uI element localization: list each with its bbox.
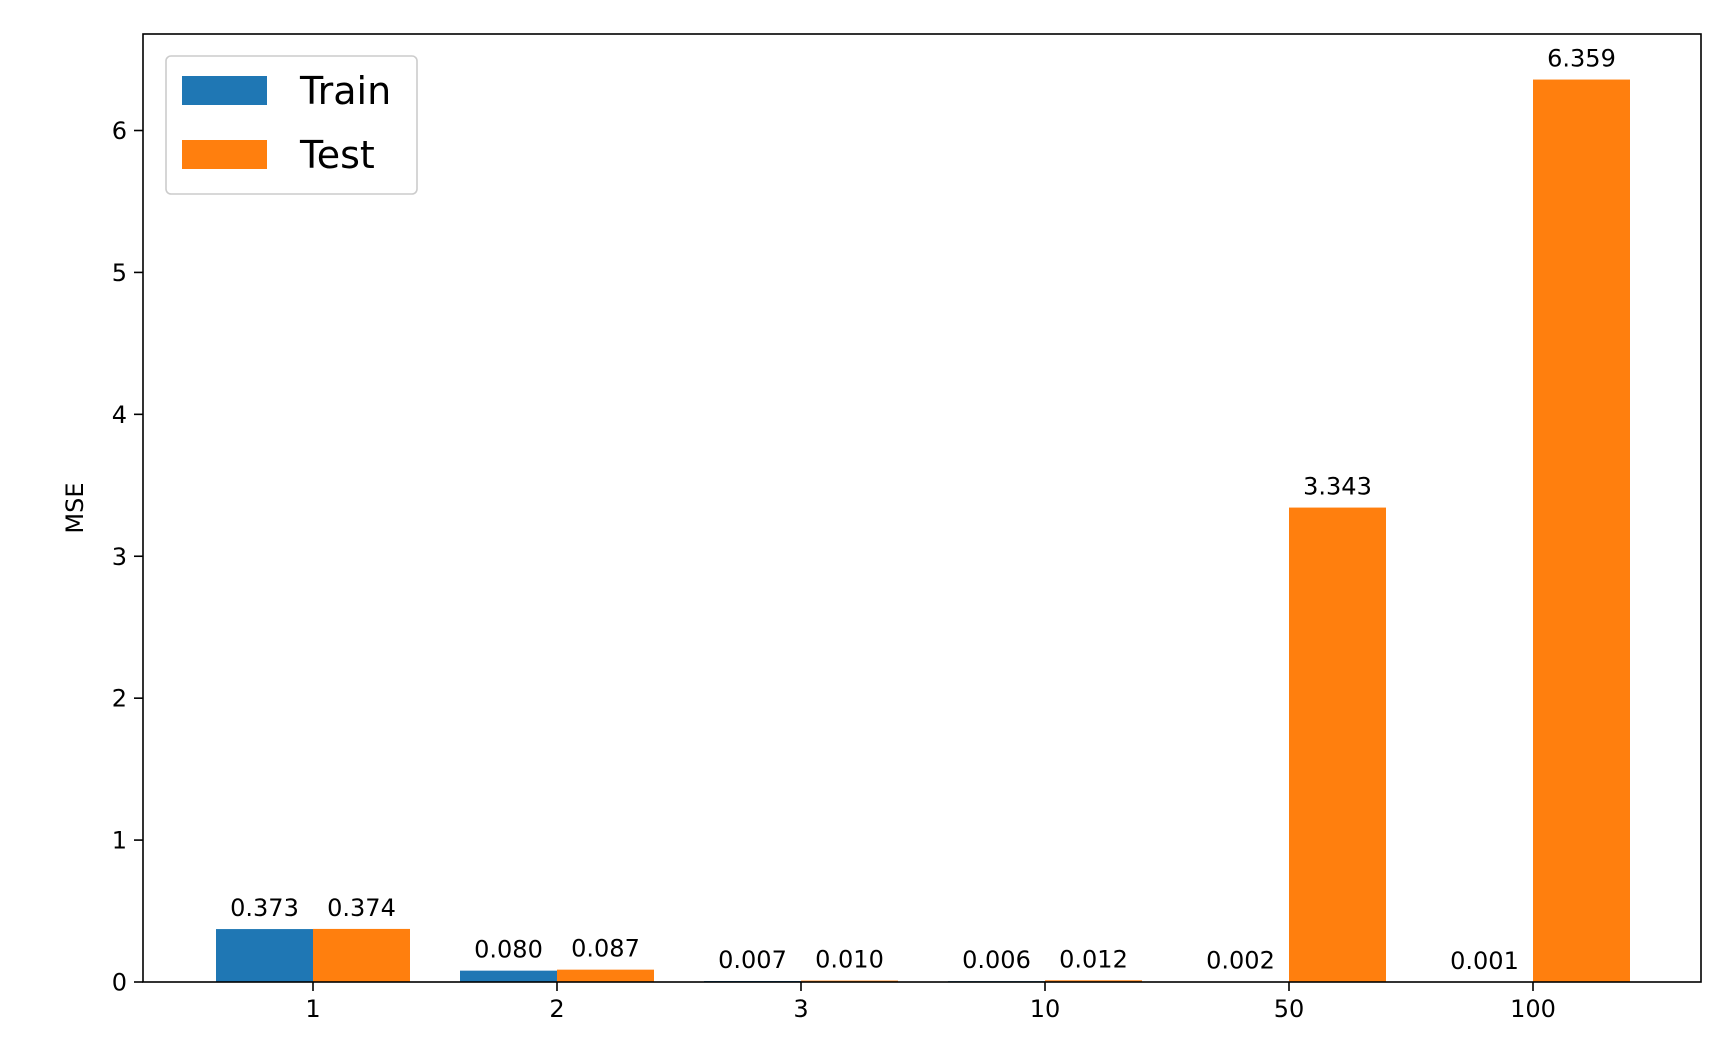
x-tick-label-100: 100: [1510, 995, 1556, 1023]
y-tick-label-6: 6: [112, 117, 127, 145]
x-tick-label-3: 3: [793, 995, 808, 1023]
bar-labels-layer: 0.373 0.080 0.007 0.006 0.002 0.001 0.374 0.087…: [230, 45, 1616, 975]
bar-value-label-test-3: 0.010: [815, 946, 884, 974]
bars-layer: [216, 79, 1630, 982]
y-tick-label-4: 4: [112, 401, 127, 429]
legend-swatch-train: [182, 76, 267, 105]
bar-value-label-test-50: 3.343: [1303, 473, 1372, 501]
bar-value-label-test-10: 0.012: [1059, 945, 1128, 973]
legend-swatch-test: [182, 140, 267, 169]
bar-value-label-train-10: 0.006: [962, 946, 1031, 974]
plot-frame: [142, 33, 1702, 983]
legend-label-test: Test: [299, 133, 375, 177]
y-tick-label-1: 1: [112, 827, 127, 855]
bar-train-1: [216, 929, 313, 982]
bar-value-label-test-2: 0.087: [571, 935, 640, 963]
bar-test-2: [557, 969, 654, 982]
y-tick-label-3: 3: [112, 543, 127, 571]
bar-value-label-train-50: 0.002: [1206, 947, 1275, 975]
legend: Train Test: [165, 55, 418, 195]
bar-value-label-train-100: 0.001: [1450, 947, 1519, 975]
bar-value-label-train-1: 0.373: [230, 894, 299, 922]
legend-label-train: Train: [299, 69, 391, 113]
y-tick-label-0: 0: [112, 969, 127, 997]
bar-value-label-test-100: 6.359: [1547, 45, 1616, 73]
bar-value-label-train-3: 0.007: [718, 946, 787, 974]
bar-test-50: [1289, 507, 1386, 982]
x-axis: 1 2 3 10 50 100: [305, 982, 1556, 1023]
bar-value-label-test-1: 0.374: [327, 894, 396, 922]
y-tick-label-5: 5: [112, 259, 127, 287]
y-axis-label: MSE: [61, 482, 89, 533]
x-tick-label-50: 50: [1274, 995, 1305, 1023]
x-tick-label-2: 2: [549, 995, 564, 1023]
x-tick-label-10: 10: [1030, 995, 1061, 1023]
bar-test-1: [313, 928, 410, 982]
bar-value-label-train-2: 0.080: [474, 936, 543, 964]
bar-test-10: [1045, 980, 1142, 982]
y-tick-label-2: 2: [112, 685, 127, 713]
bar-train-2: [460, 970, 557, 982]
bar-test-100: [1533, 79, 1630, 982]
x-tick-label-1: 1: [305, 995, 320, 1023]
y-axis: 0 1 2 3 4 5 6: [112, 117, 143, 997]
